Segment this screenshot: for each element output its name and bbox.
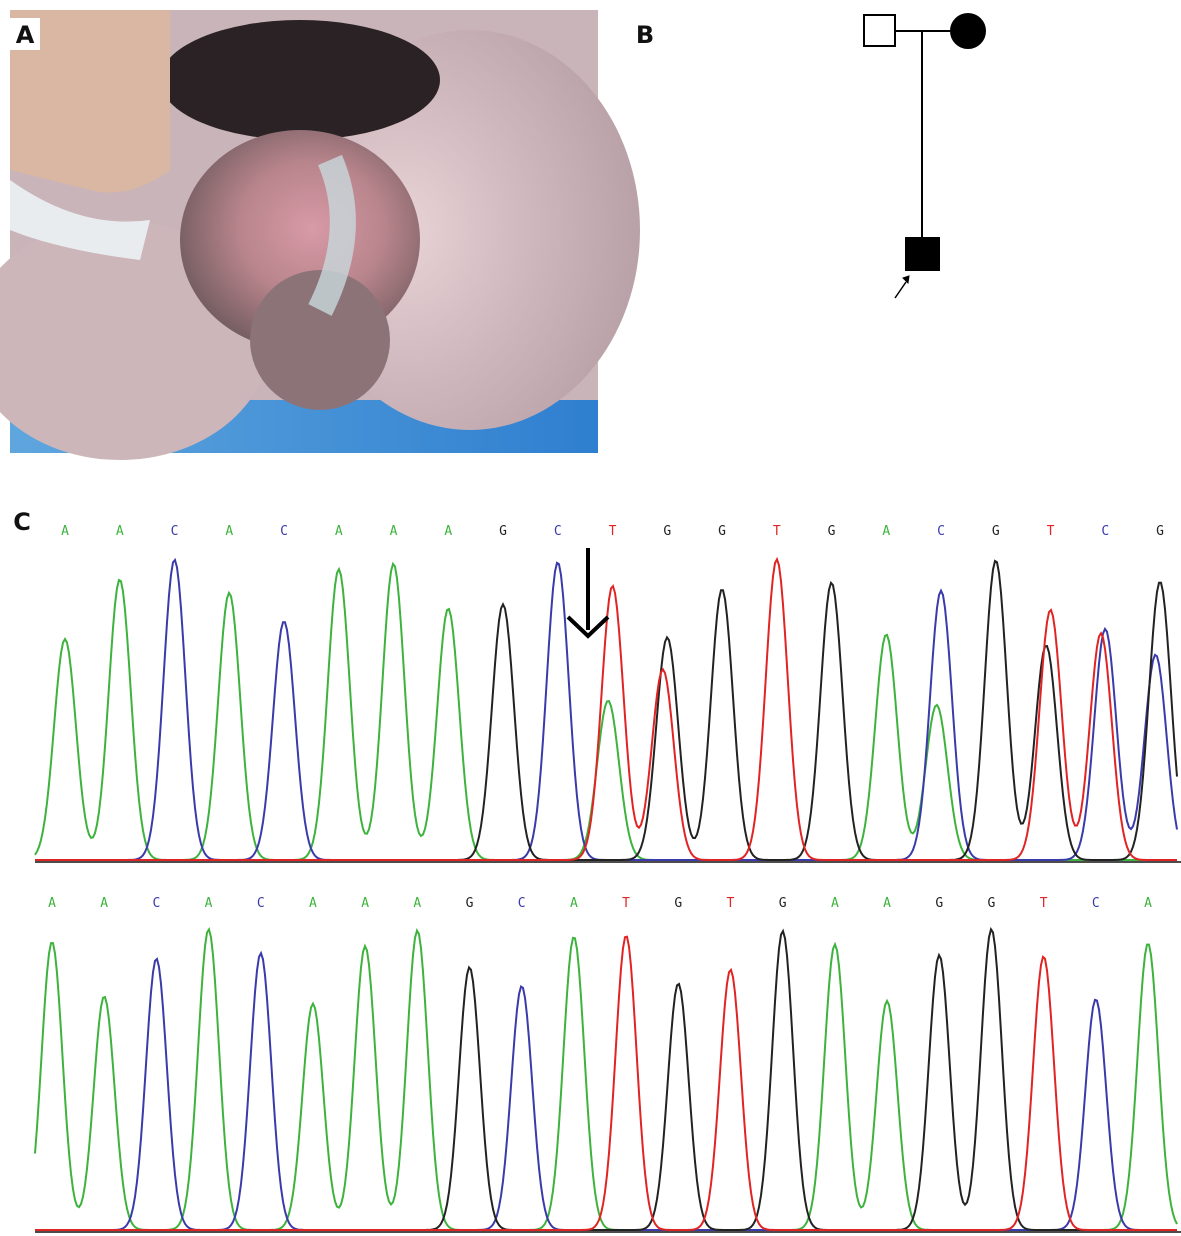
trace (35, 564, 1177, 860)
base-call: T (773, 524, 781, 539)
panel-label: A (16, 21, 35, 49)
photo: A (0, 10, 640, 460)
figure: A B C A A C A C A A A G C T G G T G A C G T C G A A C A C A A A G C A T G… (0, 0, 1181, 1236)
trace (35, 560, 1177, 860)
base-call: C (257, 896, 265, 911)
base-call: T (727, 896, 735, 911)
trace (35, 561, 1177, 860)
base-call: G (988, 896, 996, 911)
base-call: A (48, 896, 56, 911)
base-call: T (1040, 896, 1048, 911)
base-call: G (674, 896, 682, 911)
base-call: A (1144, 896, 1152, 911)
base-call: G (779, 896, 787, 911)
base-call: C (152, 896, 160, 911)
base-call: C (1101, 524, 1109, 539)
base-call: G (466, 896, 474, 911)
base-call: T (1047, 524, 1055, 539)
base-call: C (518, 896, 526, 911)
base-call: A (390, 524, 398, 539)
panel-label: C (13, 508, 31, 536)
base-call: A (361, 896, 369, 911)
panel-label: B (636, 21, 654, 49)
base-call: A (309, 896, 317, 911)
base-call: A (883, 896, 891, 911)
base-call: A (116, 524, 124, 539)
base-call: A (61, 524, 69, 539)
base-call: G (828, 524, 836, 539)
base-call: A (100, 896, 108, 911)
base-call: C (1092, 896, 1100, 911)
trace (35, 559, 1177, 860)
trace (35, 937, 1177, 1230)
arrow (568, 548, 608, 636)
base-call: A (444, 524, 452, 539)
base-call: G (663, 524, 671, 539)
base-call: T (609, 524, 617, 539)
base-call: A (225, 524, 233, 539)
base-call: G (992, 524, 1000, 539)
base-call: A (335, 524, 343, 539)
base-call: C (280, 524, 288, 539)
base-call: C (554, 524, 562, 539)
base-call: T (622, 896, 630, 911)
base-call: G (499, 524, 507, 539)
base-call: G (718, 524, 726, 539)
base-call: C (937, 524, 945, 539)
chromatograms: A A C A C A A A G C T G G T G A C G T C G A A C A C A A A G C A T G T G A A G G… (35, 524, 1181, 1232)
base-call: A (570, 896, 578, 911)
base-call: A (882, 524, 890, 539)
base-call: G (935, 896, 943, 911)
base-call: G (1156, 524, 1164, 539)
base-call: A (413, 896, 421, 911)
base-call: C (171, 524, 179, 539)
base-call: A (831, 896, 839, 911)
pedigree: B (636, 14, 985, 298)
base-call: A (205, 896, 213, 911)
